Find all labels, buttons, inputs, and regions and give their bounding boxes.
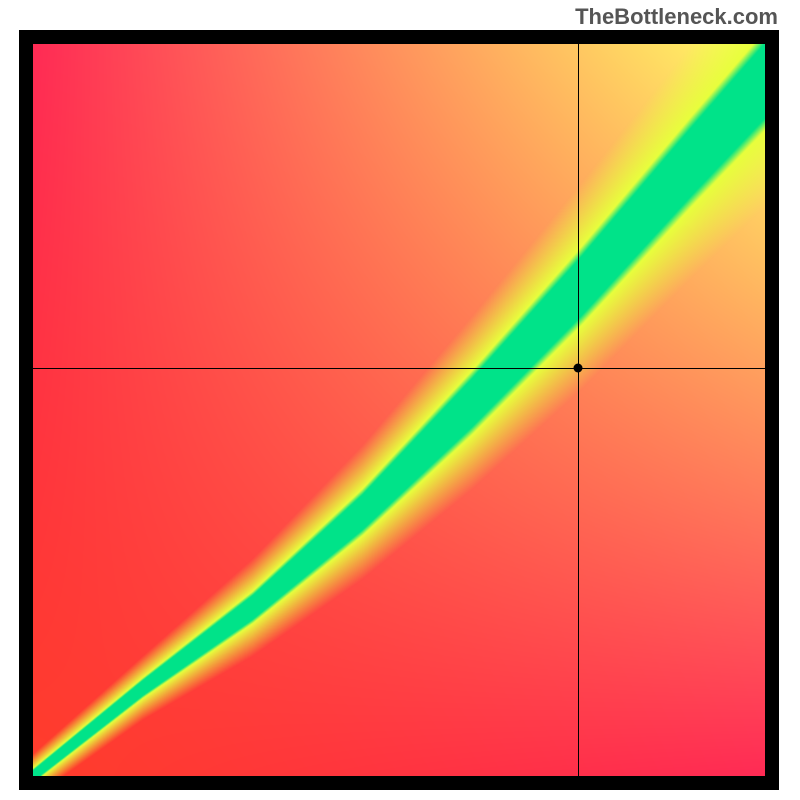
heatmap-canvas [33,44,765,776]
watermark-text: TheBottleneck.com [575,4,778,30]
chart-frame [19,30,779,790]
crosshair-marker [574,363,583,372]
crosshair-vertical [578,44,579,776]
heatmap-plot [33,44,765,776]
crosshair-horizontal [33,368,765,369]
